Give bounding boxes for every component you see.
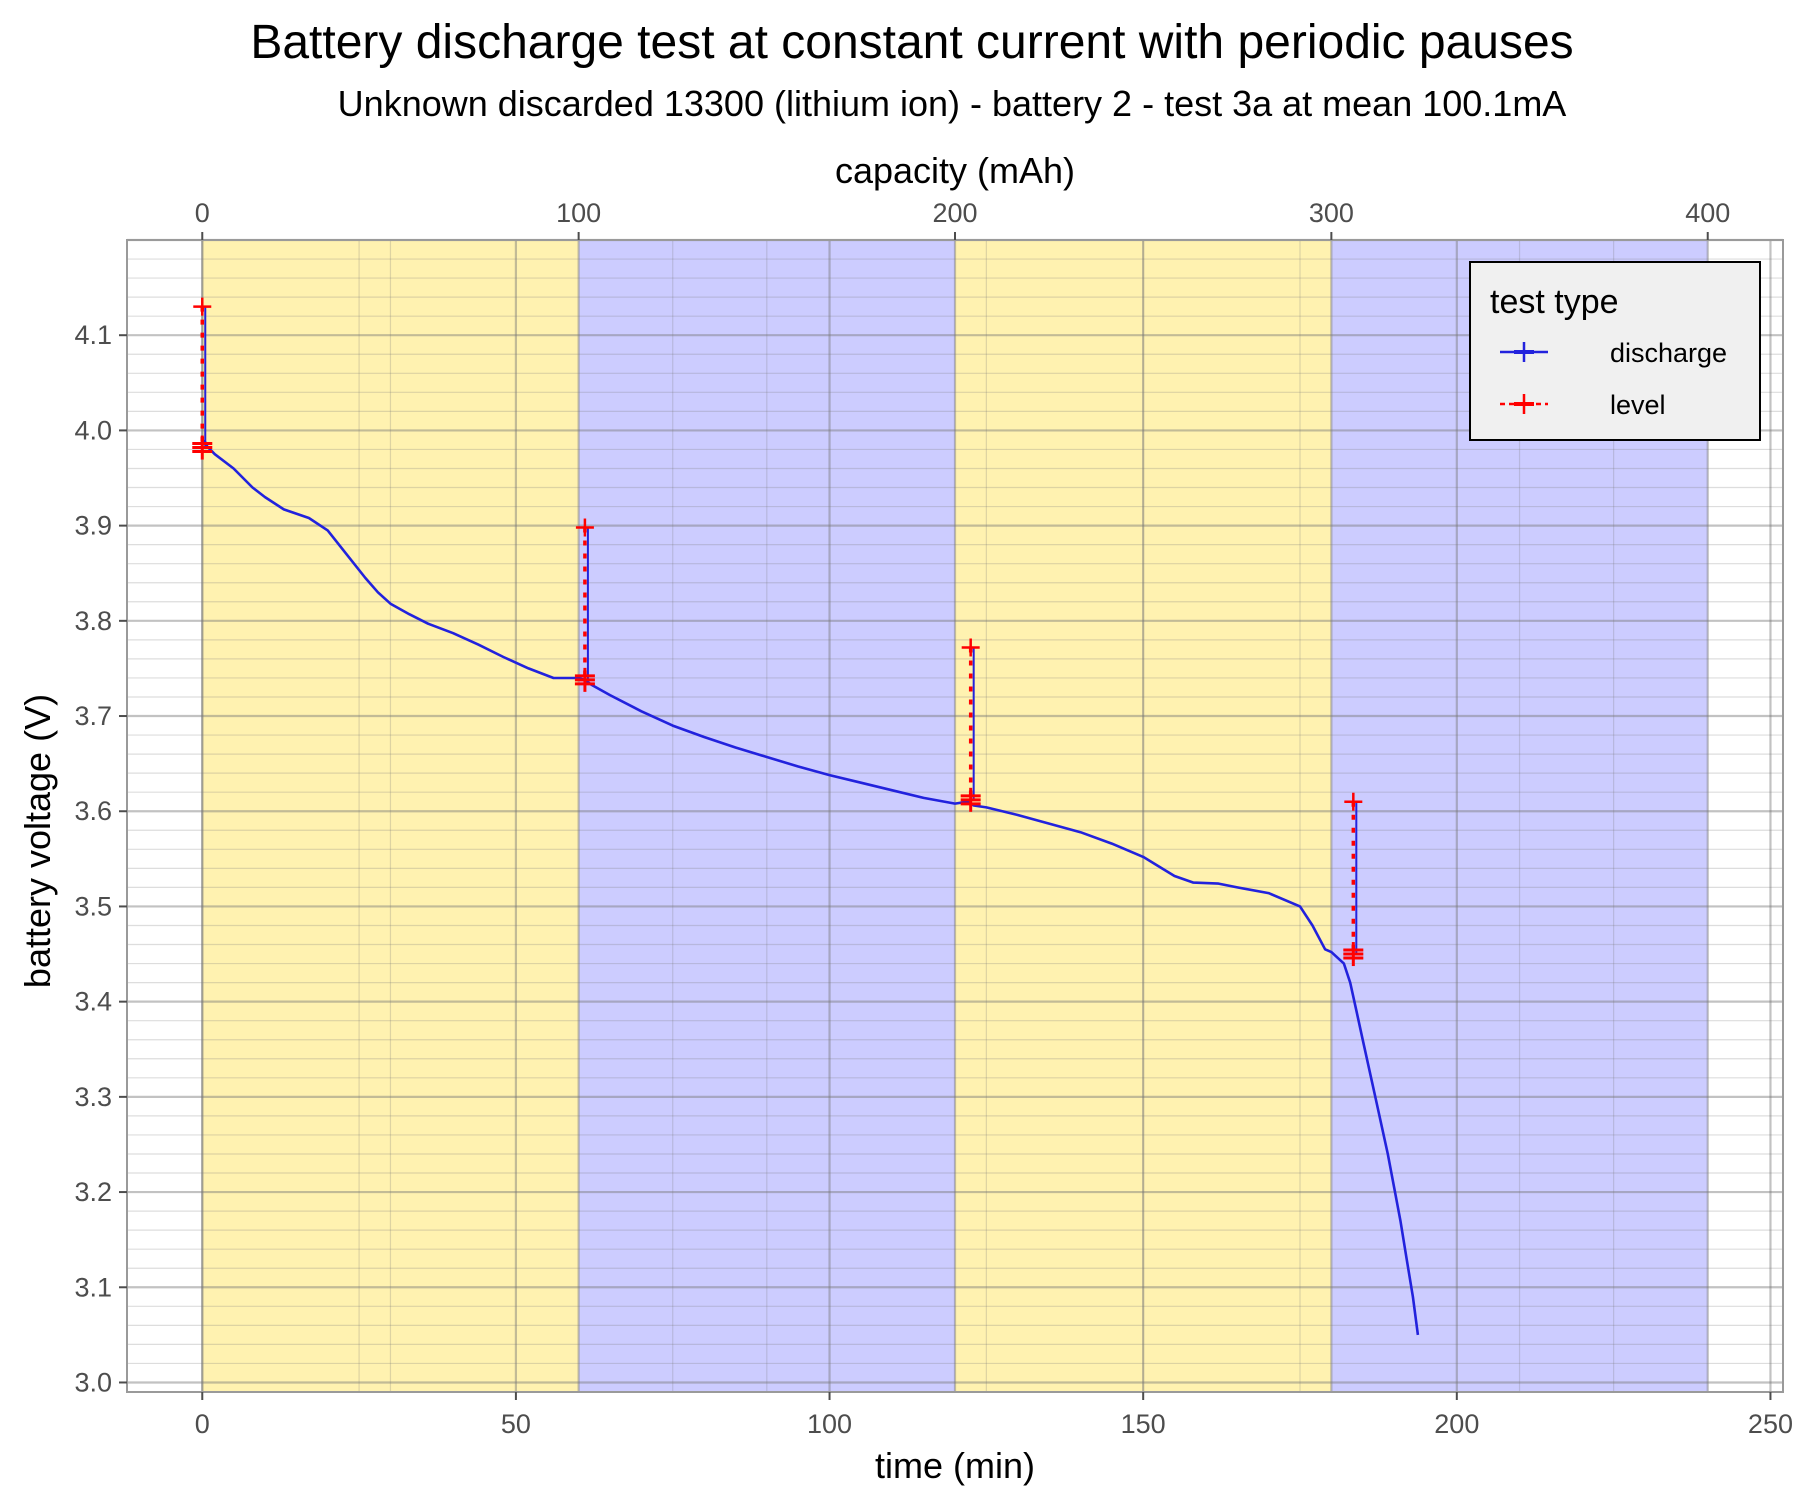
level-pause-3	[1343, 792, 1364, 967]
y-tick-label: 3.6	[74, 796, 112, 826]
grid-lines	[127, 238, 1783, 1392]
y-tick-label: 3.1	[74, 1272, 112, 1302]
background-band-0	[202, 240, 579, 1392]
tick-labels: 0 50 100 150 200 250 0 100 200 300 400 3.0 3.1 3.2 3.3…	[74, 198, 1793, 1439]
chart-subtitle: Unknown discarded 13300 (lithium ion) - …	[338, 83, 1567, 124]
legend-title: test type	[1490, 283, 1619, 321]
x-tick-label: 250	[1748, 1409, 1793, 1439]
legend-label-level: level	[1610, 390, 1666, 420]
x2-tick-label: 200	[932, 198, 977, 228]
y-tick-label: 3.0	[74, 1367, 112, 1397]
legend-key-level	[1500, 394, 1548, 414]
y-tick-label: 3.3	[74, 1082, 112, 1112]
legend-label-discharge: discharge	[1610, 338, 1727, 368]
x2-tick-label: 300	[1309, 198, 1354, 228]
top-axis-title: capacity (mAh)	[835, 150, 1075, 191]
y-tick-label: 4.0	[74, 415, 112, 445]
chart-title: Battery discharge test at constant curre…	[250, 16, 1573, 69]
x-tick-label: 150	[1121, 1409, 1166, 1439]
x2-tick-label: 100	[556, 198, 601, 228]
level-pause-2	[960, 638, 981, 812]
x-tick-label: 100	[807, 1409, 852, 1439]
background-bands	[202, 240, 1708, 1392]
y-tick-label: 3.2	[74, 1177, 112, 1207]
x-tick-label: 50	[501, 1409, 531, 1439]
x-tick-label: 200	[1434, 1409, 1479, 1439]
legend-key-discharge	[1500, 342, 1548, 362]
y-tick-label: 3.4	[74, 987, 112, 1017]
level-pause-1	[574, 518, 595, 692]
y-axis-title: battery voltage (V)	[17, 694, 58, 988]
y-tick-label: 4.1	[74, 320, 112, 350]
y-tick-label: 3.8	[74, 606, 112, 636]
level-pause-0	[192, 297, 213, 460]
x-tick-label: 0	[195, 1409, 210, 1439]
data-series	[192, 297, 1420, 1336]
background-band-1	[578, 240, 955, 1392]
x-axis-title: time (min)	[875, 1445, 1035, 1486]
legend: test type discharge level	[1469, 261, 1761, 441]
y-tick-label: 3.9	[74, 511, 112, 541]
y-tick-label: 3.5	[74, 891, 112, 921]
x2-tick-label: 0	[195, 198, 210, 228]
x2-tick-label: 400	[1685, 198, 1730, 228]
y-tick-label: 3.7	[74, 701, 112, 731]
discharge-line	[203, 439, 1420, 1336]
